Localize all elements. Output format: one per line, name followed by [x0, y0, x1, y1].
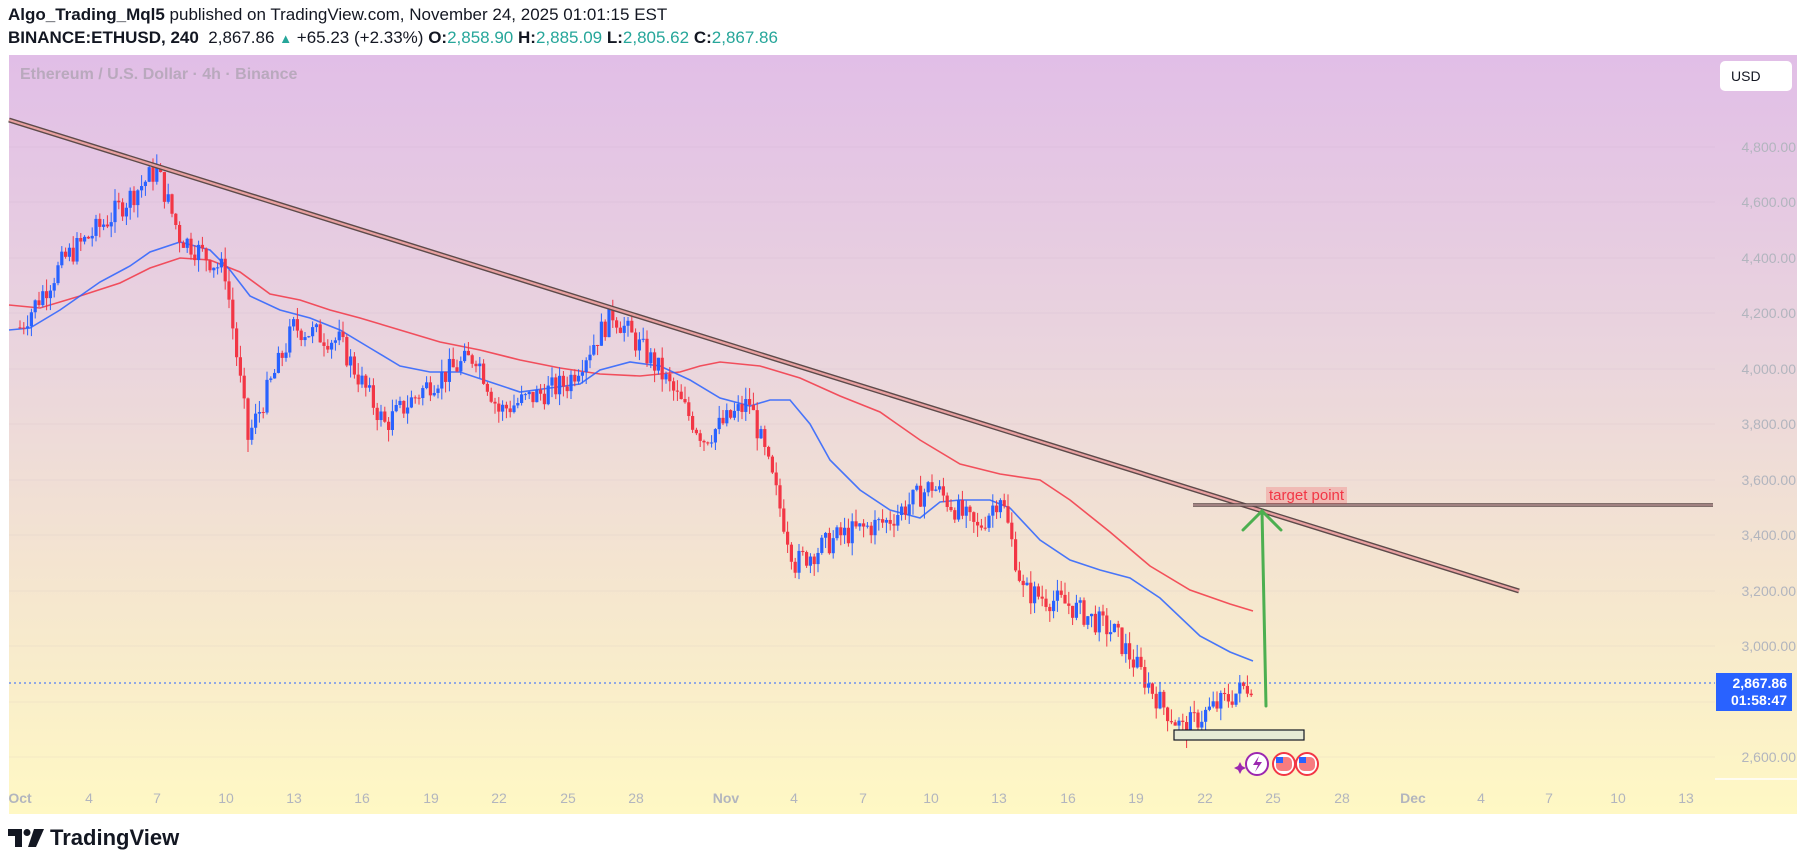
change-value: +65.23 (+2.33%) [296, 28, 424, 47]
time-tick: 10 [1610, 790, 1626, 806]
currency-button[interactable]: USD [1720, 61, 1792, 91]
price-tick: 3,600.00 [1741, 472, 1797, 488]
target-point-label[interactable]: target point [1266, 487, 1348, 504]
time-tick: 10 [218, 790, 234, 806]
price-tick: 4,400.00 [1741, 250, 1797, 266]
time-tick: 25 [560, 790, 576, 806]
open-label: O: [428, 28, 448, 47]
chart-pane[interactable] [9, 55, 1797, 814]
last-price: 2,867.86 [208, 28, 275, 47]
time-tick: 13 [991, 790, 1007, 806]
price-tick: 3,200.00 [1741, 583, 1797, 599]
time-tick: Dec [1400, 790, 1426, 806]
tradingview-logo-icon [8, 829, 44, 847]
time-tick: 4 [1477, 790, 1485, 806]
price-tick: 2,600.00 [1741, 749, 1797, 765]
time-tick: 28 [628, 790, 644, 806]
triangle-up-icon: ▲ [279, 31, 293, 46]
trendline[interactable] [8, 117, 1520, 594]
symbol-label: BINANCE:ETHUSD, 240 [8, 28, 199, 47]
time-tick: 7 [859, 790, 867, 806]
support-box[interactable] [1173, 729, 1305, 741]
time-tick: 25 [1265, 790, 1281, 806]
price-tag-value: 2,867.86 [1732, 675, 1788, 691]
price-tick: 4,600.00 [1741, 194, 1797, 210]
time-tick: 19 [423, 790, 439, 806]
author-name[interactable]: Algo_Trading_Mql5 [8, 5, 165, 24]
target-arrow-icon[interactable] [1241, 508, 1283, 708]
time-tick: Nov [712, 790, 740, 806]
last-price-tag: 2,867.86 01:58:47 [1716, 673, 1792, 711]
event-icons[interactable] [1234, 752, 1319, 776]
time-tick: 13 [1678, 790, 1694, 806]
high-value: 2,885.09 [535, 28, 603, 47]
time-tick: 4 [85, 790, 93, 806]
time-tick: 4 [790, 790, 798, 806]
time-tick: 19 [1128, 790, 1144, 806]
low-value: 2,805.62 [622, 28, 690, 47]
time-tick: 22 [491, 790, 507, 806]
tradingview-logo[interactable]: TradingView [8, 825, 179, 851]
time-tick: 7 [1545, 790, 1553, 806]
chart-legend-title: Ethereum / U.S. Dollar · 4h · Binance [20, 66, 298, 83]
time-tick: Oct [8, 790, 32, 806]
ohlc-bar: BINANCE:ETHUSD, 240 2,867.86 ▲ +65.23 (+… [8, 28, 778, 48]
price-tick: 3,000.00 [1741, 638, 1797, 654]
time-tick: 22 [1197, 790, 1213, 806]
price-tick: 4,800.00 [1741, 139, 1797, 155]
price-tick: 3,400.00 [1741, 527, 1797, 543]
candlesticks [18, 154, 1253, 749]
low-label: L: [606, 28, 623, 47]
close-label: C: [693, 28, 712, 47]
time-tick: 7 [153, 790, 161, 806]
time-tick: 16 [354, 790, 370, 806]
time-tick: 13 [286, 790, 302, 806]
price-tick: 4,200.00 [1741, 305, 1797, 321]
time-tick: 10 [923, 790, 939, 806]
brand-name: TradingView [50, 825, 180, 850]
time-tick: 28 [1334, 790, 1350, 806]
time-tick: 16 [1060, 790, 1076, 806]
publish-text: published on TradingView.com, November 2… [169, 5, 668, 24]
open-value: 2,858.90 [447, 28, 514, 47]
price-tick: 3,800.00 [1741, 416, 1797, 432]
price-tick: 4,000.00 [1741, 361, 1797, 377]
high-label: H: [518, 28, 536, 47]
publish-info: Algo_Trading_Mql5 published on TradingVi… [8, 5, 667, 25]
price-tag-countdown: 01:58:47 [1730, 692, 1787, 708]
grid [9, 146, 1715, 758]
close-value: 2,867.86 [711, 28, 778, 47]
